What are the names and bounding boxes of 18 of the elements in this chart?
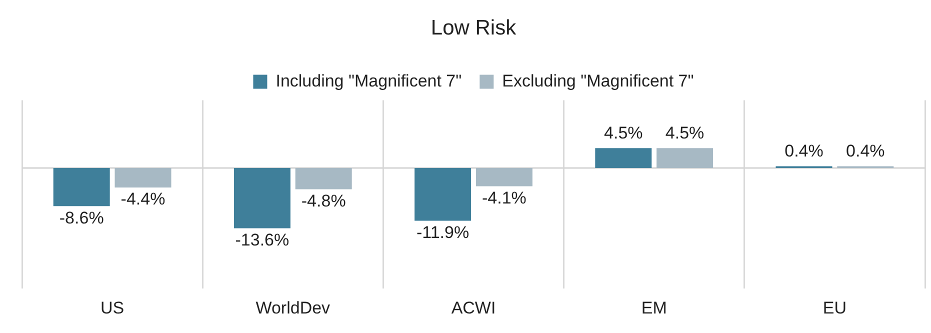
legend-label: Excluding "Magnificent 7" [502,71,694,90]
legend-label: Including "Magnificent 7" [276,71,462,90]
x-tick-label: WorldDev [256,298,331,318]
data-label: -13.6% [235,230,290,250]
data-label: 4.5% [665,123,704,142]
x-tick-label: EM [641,298,667,318]
data-label: 0.4% [784,141,824,160]
data-label: 4.5% [604,123,643,142]
data-label: 0.4% [846,141,885,160]
chart-title: Low Risk [430,16,517,40]
x-tick-label: EU [822,298,847,318]
data-label: -4.4% [120,190,166,209]
data-label: -8.6% [59,208,104,228]
data-label: -4.1% [482,188,526,208]
data-label: -4.8% [301,191,346,210]
data-label: -11.9% [416,222,470,242]
x-tick-label: ACWI [451,298,496,318]
x-tick-label: US [100,298,124,318]
